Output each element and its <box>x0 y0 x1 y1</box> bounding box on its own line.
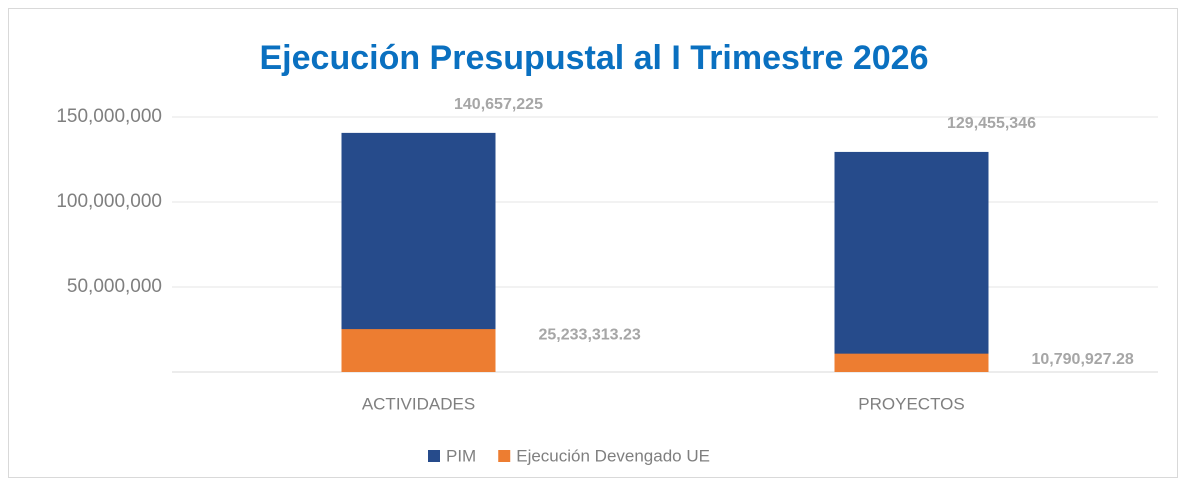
x-tick-label: PROYECTOS <box>858 394 964 413</box>
y-tick-label: 100,000,000 <box>56 191 162 212</box>
legend-swatch <box>498 450 511 462</box>
legend-label: Ejecución Devengado UE <box>516 446 710 465</box>
value-label: 25,233,313.23 <box>539 326 641 343</box>
y-tick-label: 150,000,000 <box>56 106 162 127</box>
value-label: 140,657,225 <box>454 96 543 113</box>
value-label: 129,455,346 <box>947 115 1036 132</box>
value-label: 10,790,927.28 <box>1032 351 1134 368</box>
bar <box>834 151 989 372</box>
legend-label: PIM <box>446 446 476 465</box>
chart-title: Ejecución Presupustal al I Trimestre 202… <box>260 39 929 77</box>
bar <box>341 329 496 372</box>
y-tick-label: 50,000,000 <box>67 276 162 297</box>
x-tick-label: ACTIVIDADES <box>362 394 475 413</box>
bar <box>834 353 989 372</box>
chart-frame <box>8 8 1178 478</box>
legend-swatch <box>428 450 440 462</box>
